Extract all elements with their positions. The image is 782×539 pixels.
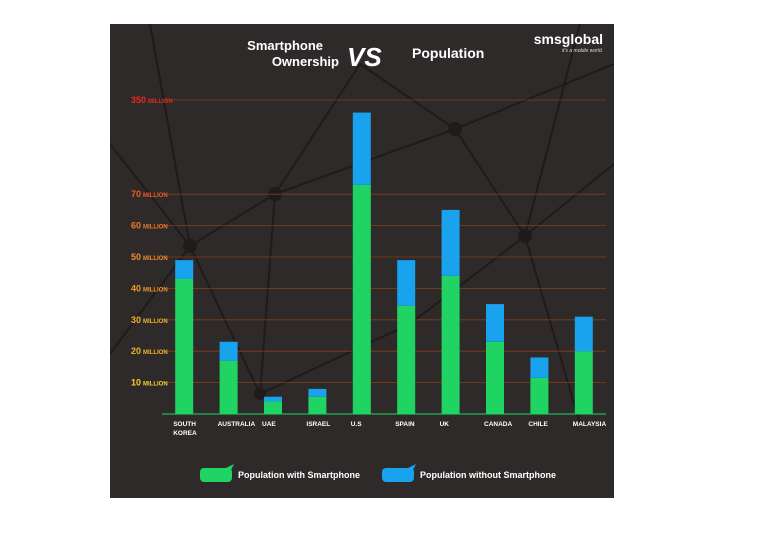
bar-without-smartphone [175, 260, 194, 279]
x-tick-label: AUSTRALIA [218, 421, 256, 428]
bar-without-smartphone [264, 396, 282, 402]
y-tick-label: 70 MILLION [131, 189, 168, 199]
background-nodes [183, 122, 532, 400]
bar-with-smartphone [219, 360, 238, 414]
bar-without-smartphone [397, 260, 416, 306]
title-right: Population [412, 45, 484, 61]
y-tick-label: 50 MILLION [131, 252, 168, 262]
bar-with-smartphone [574, 351, 593, 414]
x-tick-label: ISRAEL [306, 421, 330, 428]
bars-layer [175, 112, 593, 414]
x-tick-label: CANADA [484, 421, 512, 428]
x-tick-label: SPAIN [395, 421, 415, 428]
bar-without-smartphone [308, 388, 327, 397]
bar-with-smartphone [441, 275, 460, 414]
bar-with-smartphone [264, 401, 282, 414]
x-labels-layer: SOUTH KOREA AUSTRALIA UAE ISRAEL U.S SPAIN UK CA… [173, 421, 606, 437]
bar-without-smartphone [352, 112, 371, 185]
bar-without-smartphone [219, 341, 238, 361]
x-tick-label: SOUTH [173, 421, 196, 428]
bar-without-smartphone [574, 316, 593, 352]
bar-without-smartphone [486, 304, 504, 342]
y-tick-label: 10 MILLION [131, 378, 168, 388]
bar-with-smartphone [308, 396, 327, 414]
grid-layer: 10 MILLION 20 MILLION 30 MILLION 40 MILLION 50 MI… [131, 95, 606, 415]
chart-svg: Smartphone Ownership VS Population smsgl… [109, 23, 615, 498]
legend-swatch-tail [226, 464, 234, 472]
bar-with-smartphone [352, 184, 371, 414]
y-tick-unit: MILLION [143, 382, 168, 388]
legend-label: Population without Smartphone [420, 470, 556, 480]
y-tick-unit: MILLION [148, 99, 173, 105]
legend-swatch-tail [408, 464, 416, 472]
chart-panel: Smartphone Ownership VS Population smsgl… [109, 23, 615, 498]
y-tick-label: 60 MILLION [131, 221, 168, 231]
brand-logo: smsglobal it's a mobile world. [534, 31, 603, 54]
x-tick-label: U.S [351, 421, 363, 428]
bar-with-smartphone [175, 278, 194, 414]
y-tick-label: 350 MILLION [131, 95, 173, 105]
bar-with-smartphone [397, 305, 416, 414]
bar-without-smartphone [441, 209, 460, 276]
brand-tagline: it's a mobile world. [562, 48, 603, 54]
x-tick-label: UK [440, 421, 450, 428]
y-tick-label: 20 MILLION [131, 346, 168, 356]
title-left-line2: Ownership [272, 54, 339, 69]
brand-name: smsglobal [534, 31, 603, 47]
legend-label: Population with Smartphone [238, 470, 360, 480]
y-tick-unit: MILLION [143, 319, 168, 325]
y-tick-unit: MILLION [143, 350, 168, 356]
bar-with-smartphone [530, 377, 549, 414]
background-network [109, 23, 615, 425]
y-tick-label: 30 MILLION [131, 315, 168, 325]
title-left-line1: Smartphone [247, 38, 323, 53]
title-group: Smartphone Ownership VS Population [247, 38, 484, 72]
legend: Population with Smartphone Population wit… [200, 464, 556, 482]
y-tick-unit: MILLION [143, 256, 168, 262]
bar-with-smartphone [486, 341, 504, 414]
x-tick-label: KOREA [173, 430, 197, 437]
y-tick-label: 40 MILLION [131, 283, 168, 293]
x-tick-label: UAE [262, 421, 276, 428]
x-tick-label: MALAYSIA [573, 421, 607, 428]
x-tick-label: CHILE [528, 421, 548, 428]
y-tick-unit: MILLION [143, 225, 168, 231]
y-tick-unit: MILLION [143, 193, 168, 199]
y-tick-unit: MILLION [143, 287, 168, 293]
title-vs: VS [347, 42, 382, 72]
legend-swatch [200, 468, 232, 482]
bar-without-smartphone [530, 357, 549, 378]
legend-swatch [382, 468, 414, 482]
